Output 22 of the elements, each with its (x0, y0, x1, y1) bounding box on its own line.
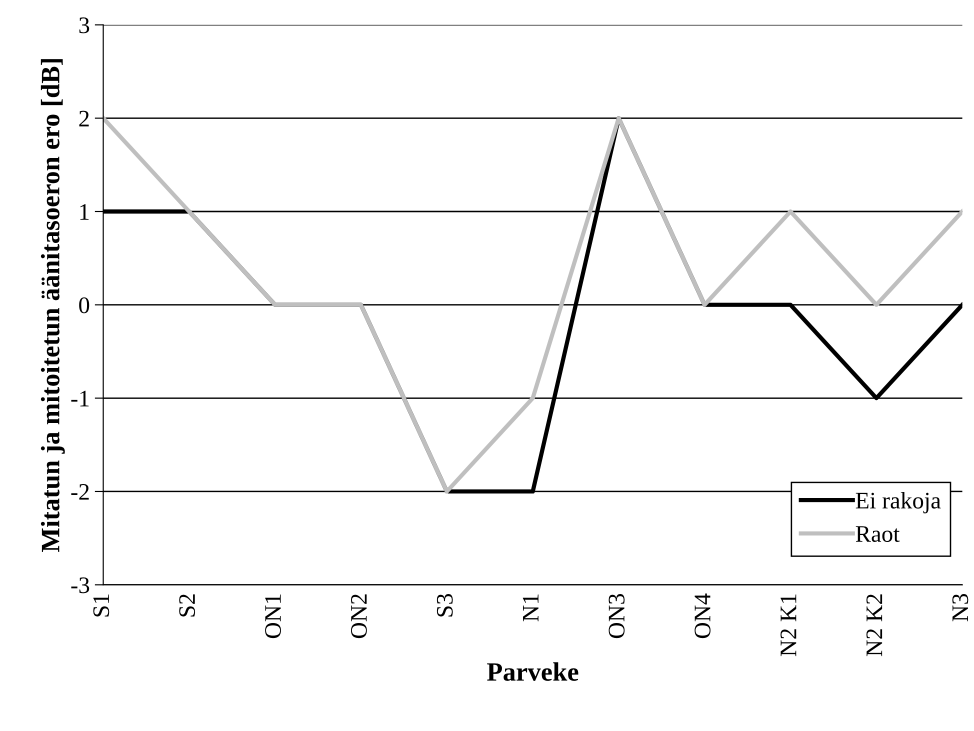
x-axis-title: Parveke (487, 662, 578, 681)
x-tick-label: S3 (436, 594, 453, 616)
y-tick-label: 2 (79, 110, 89, 126)
x-tick-label: S1 (93, 594, 110, 616)
y-tick-label: 0 (79, 297, 90, 314)
x-tick-label: N3 (952, 594, 968, 622)
x-tick-label: ON1 (265, 594, 281, 638)
y-tick-label: -1 (71, 390, 89, 406)
x-tick-label: N2 K2 (866, 594, 882, 656)
y-axis-title: Mitatun ja mitoitetun äänitasoeron ero [dB] (40, 59, 65, 552)
x-tick-label: ON2 (351, 594, 367, 638)
x-tick-label: S2 (179, 594, 196, 616)
y-tick-label: 3 (79, 17, 90, 34)
x-tick-label: N1 (522, 594, 538, 622)
legend-label: Ei rakoja (856, 492, 941, 514)
y-tick-label: -2 (71, 484, 89, 500)
y-tick-label: 1 (80, 204, 89, 220)
x-tick-label: ON4 (694, 594, 710, 638)
y-tick-label: -3 (71, 577, 90, 594)
x-tick-label: N2 K1 (780, 594, 796, 656)
x-tick-label: ON3 (608, 594, 625, 638)
legend-label: Raot (856, 526, 900, 542)
